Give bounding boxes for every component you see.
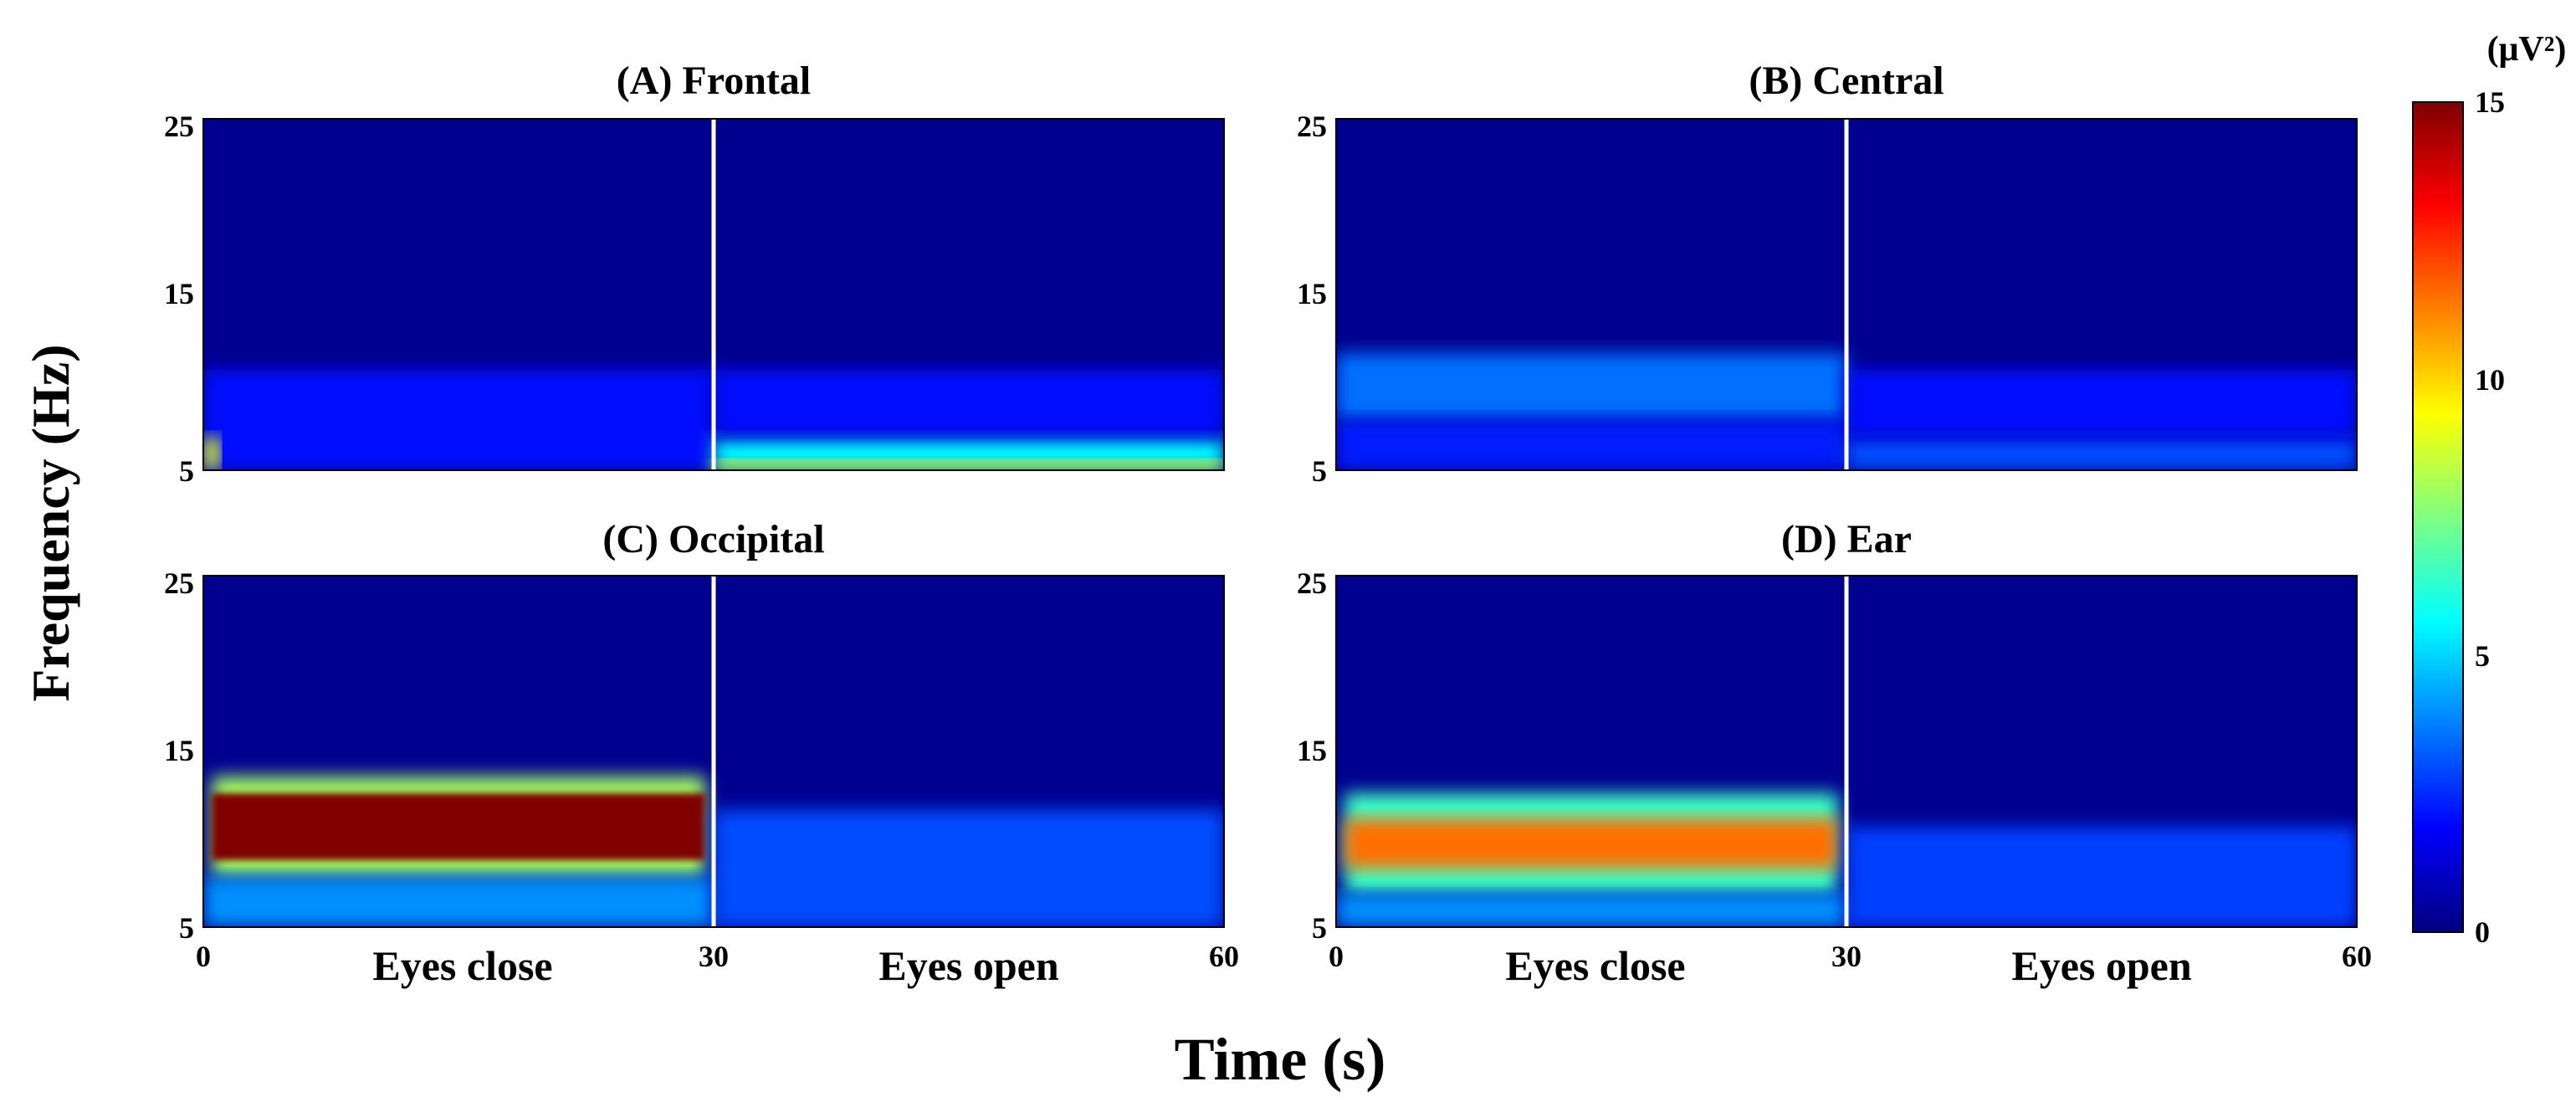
x-tick-label: 60	[1209, 940, 1239, 973]
power-region	[1336, 420, 1846, 470]
y-axis-label: Frequency (Hz)	[21, 344, 80, 701]
power-regions	[1336, 793, 2357, 927]
power-region	[1344, 818, 1838, 869]
panel-occipital: (C) Occipital 5 15 25 0 30 60 Eyes close…	[164, 517, 1239, 989]
condition-label-eyes-open: Eyes open	[2011, 942, 2192, 989]
panel-central: (B) Central 5 15 25	[1297, 59, 2358, 488]
power-region	[203, 437, 221, 470]
condition-label-eyes-close: Eyes close	[372, 942, 552, 989]
colorbar: (μV²) 15 10 5 0	[2412, 30, 2567, 949]
y-tick-label: 15	[1297, 734, 1327, 767]
plot-frame	[202, 575, 1225, 928]
colorbar-unit: (μV²)	[2487, 30, 2567, 69]
x-tick-label: 30	[1831, 940, 1862, 973]
x-tick-label: 0	[196, 940, 211, 973]
y-tick-label: 5	[1312, 911, 1327, 945]
y-tick-label: 15	[164, 734, 194, 767]
power-region	[1846, 370, 2357, 437]
panel-ear: (D) Ear 5 15 25 0 30 60 Eyes close Eyes …	[1297, 517, 2372, 989]
plot-frame	[1335, 575, 2358, 928]
power-regions	[203, 370, 1224, 470]
colorbar-gradient	[2412, 101, 2464, 933]
power-region	[1336, 353, 1846, 420]
y-tick-label: 15	[164, 277, 194, 310]
colorbar-tick-label: 5	[2475, 639, 2490, 673]
power-region	[203, 877, 714, 927]
panel-title: (D) Ear	[1781, 517, 1912, 561]
colorbar-tick-label: 0	[2475, 915, 2490, 949]
x-tick-label: 0	[1329, 940, 1344, 973]
x-axis-label: Time (s)	[1175, 1026, 1386, 1093]
panel-title: (B) Central	[1749, 59, 1944, 103]
power-region	[1846, 437, 2357, 470]
plot-frame	[1335, 118, 2358, 471]
x-tick-label: 60	[2342, 940, 2372, 973]
y-tick-label: 25	[164, 566, 194, 600]
condition-label-eyes-close: Eyes close	[1505, 942, 1685, 989]
condition-label-eyes-open: Eyes open	[878, 942, 1059, 989]
power-region	[212, 793, 705, 860]
y-tick-label: 5	[1312, 454, 1327, 488]
colorbar-tick-label: 15	[2475, 85, 2505, 119]
y-tick-label: 5	[179, 454, 194, 488]
power-region	[714, 460, 1224, 470]
power-region	[714, 810, 1224, 927]
power-region	[1336, 894, 1846, 927]
power-region	[714, 370, 1224, 437]
y-tick-label: 25	[164, 110, 194, 143]
x-tick-label: 30	[699, 940, 729, 973]
panel-frontal: (A) Frontal 5 15 25	[164, 59, 1225, 488]
y-tick-label: 25	[1297, 566, 1327, 600]
power-region	[1846, 827, 2357, 927]
power-regions	[1336, 353, 2357, 470]
y-tick-label: 25	[1297, 110, 1327, 143]
power-region	[203, 370, 714, 470]
y-tick-label: 15	[1297, 277, 1327, 310]
panel-title: (C) Occipital	[602, 517, 824, 561]
power-regions	[203, 777, 1224, 927]
colorbar-tick-label: 10	[2475, 363, 2505, 397]
y-tick-label: 5	[179, 911, 194, 945]
panel-title: (A) Frontal	[617, 59, 811, 103]
plot-frame	[202, 118, 1225, 471]
